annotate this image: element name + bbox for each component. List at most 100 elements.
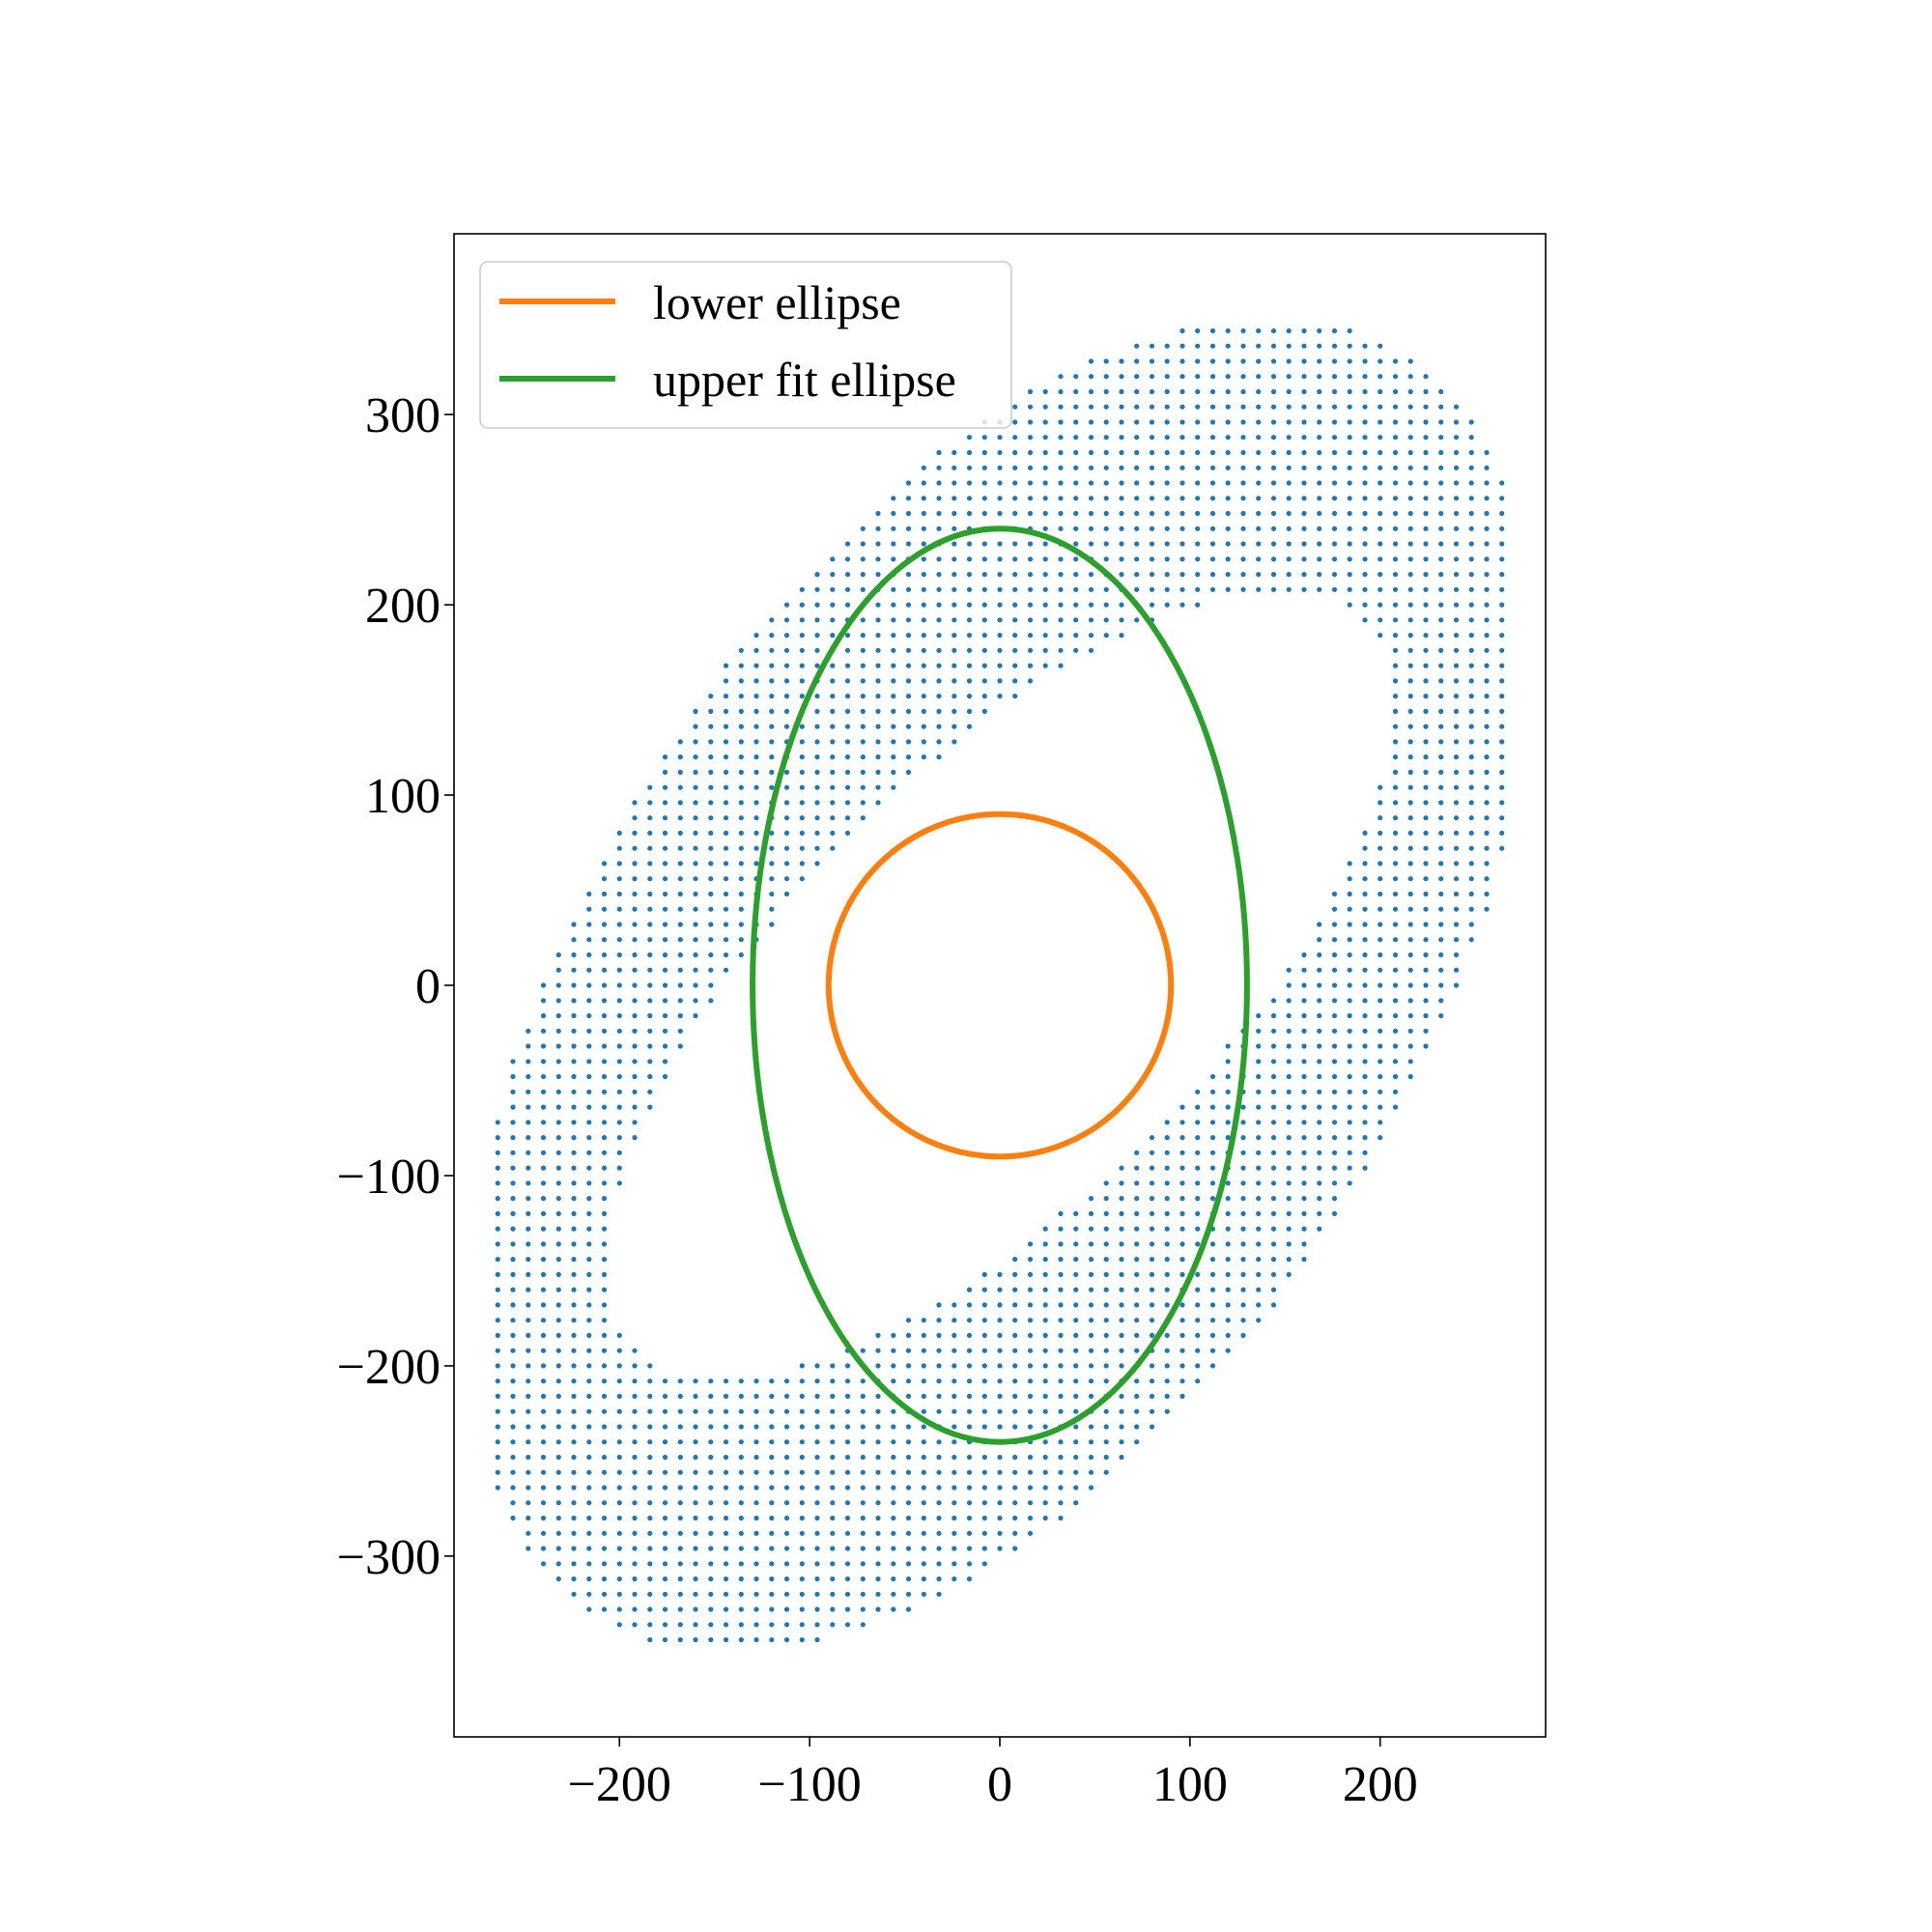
scatter-point	[1301, 465, 1307, 470]
scatter-point	[555, 1028, 561, 1034]
scatter-point	[1362, 496, 1368, 501]
scatter-point	[693, 876, 698, 882]
scatter-point	[526, 1180, 531, 1186]
scatter-point	[1423, 906, 1429, 912]
scatter-point	[1103, 480, 1109, 486]
scatter-point	[860, 1622, 866, 1628]
scatter-point	[905, 1546, 912, 1551]
scatter-point	[1042, 602, 1048, 608]
scatter-point	[1134, 1287, 1140, 1293]
scatter-point	[647, 800, 653, 806]
scatter-point	[1240, 327, 1246, 334]
scatter-point	[723, 663, 729, 668]
scatter-point	[1407, 602, 1413, 608]
scatter-point	[1347, 586, 1352, 592]
scatter-point	[662, 1454, 668, 1461]
scatter-point	[1331, 1180, 1338, 1186]
scatter-point	[1119, 419, 1124, 425]
scatter-point	[1209, 374, 1216, 380]
scatter-point	[1164, 556, 1170, 562]
scatter-point	[921, 1561, 926, 1567]
scatter-point	[1392, 876, 1399, 882]
scatter-point	[632, 1363, 638, 1369]
scatter-point	[830, 724, 836, 729]
scatter-point	[677, 1500, 683, 1506]
scatter-point	[1468, 663, 1474, 668]
scatter-point	[1195, 1180, 1201, 1186]
scatter-point	[1453, 419, 1460, 425]
scatter-point	[1209, 1287, 1216, 1293]
scatter-point	[1195, 586, 1201, 592]
scatter-point	[632, 830, 638, 837]
scatter-point	[693, 830, 698, 837]
scatter-point	[616, 1043, 622, 1049]
scatter-point	[921, 633, 926, 639]
scatter-point	[753, 1546, 759, 1551]
scatter-point	[1317, 1135, 1322, 1141]
scatter-point	[1453, 647, 1460, 653]
scatter-point	[723, 1408, 729, 1414]
scatter-point	[1407, 465, 1413, 470]
scatter-point	[1407, 845, 1413, 851]
scatter-point	[921, 1332, 926, 1338]
scatter-point	[1042, 586, 1048, 592]
scatter-point	[921, 1546, 926, 1551]
scatter-point	[571, 1226, 577, 1232]
scatter-point	[830, 694, 836, 699]
scatter-point	[1088, 388, 1094, 395]
scatter-point	[540, 1424, 547, 1430]
scatter-point	[616, 1180, 622, 1186]
scatter-point	[586, 1241, 592, 1247]
scatter-point	[495, 1226, 500, 1232]
scatter-point	[966, 1576, 973, 1582]
scatter-point	[1195, 526, 1201, 531]
scatter-point	[799, 1576, 805, 1582]
scatter-point	[1331, 496, 1338, 501]
scatter-point	[981, 1408, 987, 1414]
scatter-point	[1392, 435, 1399, 440]
scatter-point	[997, 633, 1003, 639]
scatter-point	[632, 1576, 638, 1582]
scatter-point	[1453, 541, 1460, 547]
scatter-point	[1149, 1257, 1155, 1263]
scatter-point	[586, 1606, 592, 1612]
scatter-point	[632, 861, 638, 867]
scatter-point	[723, 830, 729, 837]
scatter-point	[1103, 1271, 1109, 1277]
scatter-point	[1317, 1165, 1322, 1171]
scatter-point	[693, 1591, 698, 1597]
scatter-point	[753, 1591, 759, 1597]
scatter-point	[571, 1150, 577, 1155]
scatter-point	[1347, 1135, 1352, 1141]
scatter-point	[555, 1196, 561, 1202]
scatter-point	[1407, 1012, 1413, 1019]
scatter-point	[830, 1469, 836, 1475]
scatter-point	[1362, 937, 1368, 943]
scatter-point	[1058, 586, 1064, 592]
scatter-point	[1270, 1089, 1277, 1094]
scatter-point	[1362, 556, 1368, 562]
scatter-point	[1378, 526, 1383, 531]
scatter-point	[601, 1546, 608, 1551]
scatter-point	[936, 586, 942, 592]
scatter-point	[738, 784, 744, 790]
scatter-point	[526, 1302, 531, 1308]
scatter-point	[1256, 388, 1262, 395]
scatter-point	[769, 1393, 775, 1399]
scatter-point	[1119, 1424, 1124, 1430]
scatter-point	[891, 1546, 896, 1551]
scatter-point	[844, 800, 851, 806]
scatter-point	[616, 1485, 622, 1491]
scatter-point	[510, 1257, 516, 1263]
scatter-point	[952, 1439, 957, 1445]
scatter-point	[1438, 663, 1444, 668]
scatter-point	[1209, 1135, 1216, 1141]
scatter-point	[677, 1454, 683, 1461]
scatter-point	[875, 572, 881, 578]
scatter-point	[769, 617, 775, 623]
scatter-point	[1012, 510, 1018, 517]
scatter-point	[1347, 526, 1352, 531]
scatter-point	[1301, 1104, 1307, 1110]
scatter-point	[586, 1043, 592, 1049]
scatter-point	[693, 769, 698, 776]
